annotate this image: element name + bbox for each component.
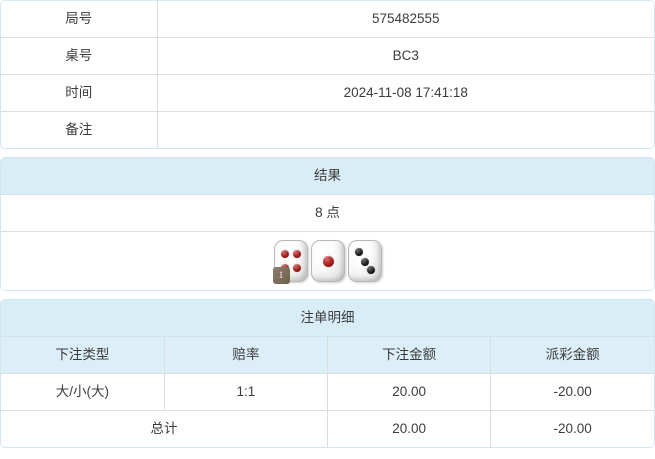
table-row: 注单明细 bbox=[1, 300, 654, 337]
die-3 bbox=[347, 240, 382, 282]
bet-type-value: 大/小(大) bbox=[1, 373, 165, 411]
round-number-label: 局号 bbox=[1, 1, 158, 38]
remark-value bbox=[156, 111, 654, 148]
table-row: 8 点 bbox=[1, 194, 654, 232]
time-value: 2024-11-08 17:41:18 bbox=[156, 74, 654, 112]
table-row: 备注 bbox=[1, 111, 654, 148]
table-row: 结果 bbox=[1, 158, 654, 195]
table-row: 时间 2024-11-08 17:41:18 bbox=[1, 74, 654, 112]
die-pip bbox=[292, 264, 301, 272]
die-1: 1 bbox=[272, 240, 308, 284]
table-header-row: 下注类型 赔率 下注金额 派彩金额 bbox=[1, 336, 654, 374]
table-number-value: BC3 bbox=[156, 37, 654, 75]
total-label: 总计 bbox=[1, 410, 328, 447]
bet-detail-table: 注单明细 下注类型 赔率 下注金额 派彩金额 大/小(大) 1:1 20.00 … bbox=[1, 300, 654, 447]
column-header-payout-amount: 派彩金额 bbox=[490, 336, 654, 374]
remark-label: 备注 bbox=[1, 111, 158, 148]
dice-group: 1 bbox=[1, 232, 654, 290]
result-table: 结果 8 点 1 bbox=[1, 158, 654, 290]
die-pip bbox=[360, 258, 369, 266]
table-total-row: 总计 20.00 -20.00 bbox=[1, 410, 654, 447]
bet-detail-section-header: 注单明细 bbox=[1, 300, 654, 337]
column-header-bet-amount: 下注金额 bbox=[326, 336, 492, 374]
table-row: 1 bbox=[1, 231, 654, 290]
die-pip bbox=[280, 250, 289, 258]
time-label: 时间 bbox=[1, 74, 158, 112]
table-row: 大/小(大) 1:1 20.00 -20.00 bbox=[1, 373, 654, 411]
die-info-badge: 1 bbox=[272, 267, 290, 284]
result-dice-cell: 1 bbox=[1, 231, 654, 290]
total-amount-value: 20.00 bbox=[326, 410, 492, 447]
column-header-odds: 赔率 bbox=[163, 336, 329, 374]
die-pip bbox=[322, 256, 334, 267]
result-section-header: 结果 bbox=[1, 158, 654, 195]
round-info-panel: 局号 575482555 桌号 BC3 时间 2024-11-08 17:41:… bbox=[0, 0, 655, 149]
die-pip bbox=[366, 266, 375, 274]
table-number-label: 桌号 bbox=[1, 37, 158, 75]
die-2 bbox=[310, 240, 345, 282]
bet-odds-value: 1:1 bbox=[163, 373, 329, 411]
result-panel: 结果 8 点 1 bbox=[0, 157, 655, 291]
table-row: 桌号 BC3 bbox=[1, 37, 654, 75]
bet-amount-value: 20.00 bbox=[326, 373, 492, 411]
round-number-value: 575482555 bbox=[156, 1, 654, 38]
bet-payout-value: -20.00 bbox=[490, 373, 654, 411]
round-info-table: 局号 575482555 桌号 BC3 时间 2024-11-08 17:41:… bbox=[1, 1, 654, 148]
column-header-bet-type: 下注类型 bbox=[1, 336, 165, 374]
table-row: 局号 575482555 bbox=[1, 1, 654, 38]
die-pip bbox=[354, 248, 363, 256]
total-payout-value: -20.00 bbox=[490, 410, 654, 447]
bet-detail-panel: 注单明细 下注类型 赔率 下注金额 派彩金额 大/小(大) 1:1 20.00 … bbox=[0, 299, 655, 448]
result-total-points: 8 点 bbox=[1, 194, 654, 232]
die-pip bbox=[292, 250, 301, 258]
